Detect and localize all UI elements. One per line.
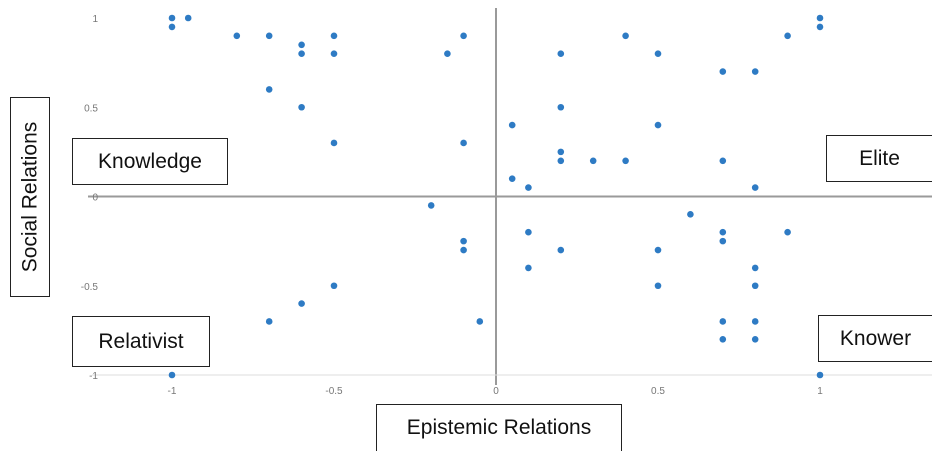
data-point	[622, 32, 629, 40]
data-point	[719, 228, 727, 236]
data-point	[557, 50, 565, 57]
data-point	[265, 86, 273, 93]
data-point	[622, 157, 629, 165]
x-tick-label: 1	[817, 386, 823, 397]
data-point	[784, 32, 791, 40]
data-point	[168, 14, 176, 22]
data-point	[427, 202, 435, 209]
data-point	[298, 103, 305, 111]
y-tick-label: 0	[92, 193, 98, 204]
data-point	[751, 184, 759, 191]
data-point	[719, 237, 727, 245]
data-point	[444, 50, 451, 57]
y-axis-label-box: Social Relations	[10, 97, 50, 297]
data-point	[460, 32, 467, 40]
quadrant-label-text: Knowledge	[98, 149, 202, 173]
data-point	[816, 371, 824, 379]
data-point	[330, 50, 338, 57]
x-tick-label: 0	[493, 386, 499, 397]
data-point	[751, 336, 759, 343]
data-point	[298, 41, 305, 49]
data-point	[184, 14, 192, 22]
data-point	[557, 157, 565, 165]
data-point	[460, 139, 467, 147]
data-point	[751, 264, 759, 272]
data-point	[525, 228, 532, 236]
axes	[88, 8, 932, 385]
data-point	[687, 211, 694, 218]
data-point	[298, 300, 305, 307]
data-point	[654, 246, 662, 254]
data-point	[525, 264, 532, 272]
quadrant-label-knowledge: Knowledge	[72, 138, 228, 185]
x-tick-label: 0.5	[651, 386, 665, 397]
tick-labels: -1 -0.5 0 0.5 1 1 0.5 0 -0.5 -1	[81, 14, 823, 397]
data-point	[508, 121, 516, 129]
quadrant-label-text: Elite	[859, 146, 900, 170]
data-point	[265, 318, 273, 325]
quadrant-label-text: Relativist	[98, 329, 184, 353]
data-point	[557, 103, 565, 111]
data-point	[816, 23, 824, 31]
x-tick-label: -0.5	[325, 386, 343, 397]
data-point	[751, 318, 759, 325]
quadrant-label-knower: Knower	[818, 315, 932, 362]
x-tick-label: -1	[168, 386, 177, 397]
quadrant-label-text: Knower	[839, 326, 912, 350]
data-point	[168, 371, 176, 379]
data-point	[557, 246, 565, 254]
data-point	[654, 282, 662, 290]
data-point	[460, 237, 467, 245]
data-point	[298, 50, 305, 57]
quadrant-label-relativist: Relativist	[72, 316, 210, 367]
data-point	[525, 184, 532, 191]
data-point	[476, 318, 484, 325]
x-axis-label: Epistemic Relations	[406, 416, 592, 439]
data-point	[330, 139, 338, 147]
data-point	[751, 68, 759, 75]
data-point	[508, 175, 516, 182]
x-axis-label-box: Epistemic Relations	[376, 404, 622, 451]
y-tick-label: -0.5	[81, 282, 99, 293]
data-point	[330, 282, 338, 290]
y-tick-label: 0.5	[84, 103, 98, 114]
data-point	[589, 157, 597, 165]
data-point	[460, 246, 467, 254]
y-tick-label: 1	[92, 14, 98, 25]
data-point	[719, 157, 727, 165]
y-tick-label: -1	[89, 371, 98, 382]
quadrant-label-elite: Elite	[826, 135, 932, 182]
data-point	[265, 32, 273, 40]
data-point	[751, 282, 759, 290]
data-point	[719, 68, 727, 75]
data-point	[719, 336, 727, 343]
data-point	[784, 228, 791, 236]
data-point	[330, 32, 338, 40]
data-point	[654, 121, 662, 129]
data-point	[557, 148, 565, 156]
data-point	[816, 14, 824, 22]
data-point	[168, 23, 176, 31]
data-point	[654, 50, 662, 57]
data-point	[233, 32, 241, 40]
y-axis-label: Social Relations	[18, 121, 41, 273]
data-points	[168, 14, 824, 379]
data-point	[719, 318, 727, 325]
